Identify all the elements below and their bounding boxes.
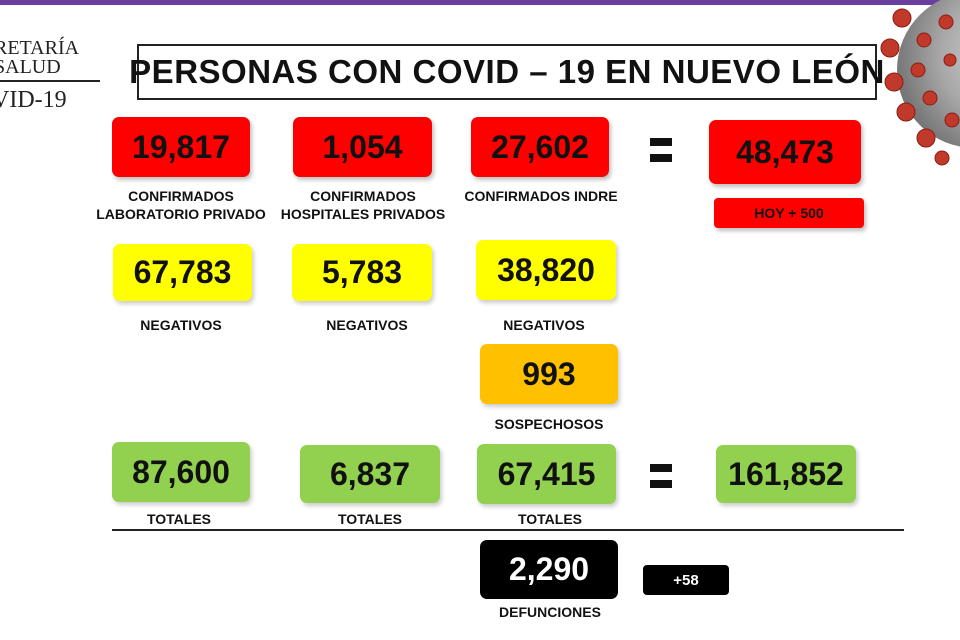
confirmed-hosp-privados-label: CONFIRMADOS HOSPITALES PRIVADOS [268, 187, 458, 223]
totals-col1-label: TOTALES [146, 511, 212, 527]
page-title: PERSONAS CON COVID – 19 EN NUEVO LEÓN [129, 53, 885, 90]
totals-grand-box: 161,852 [716, 445, 856, 503]
label-line: HOSPITALES PRIVADOS [280, 206, 446, 222]
deaths-label: DEFUNCIONES [499, 604, 601, 620]
negatives-col3-label: NEGATIVOS [503, 317, 585, 333]
logo-line-1: RETARÍA [0, 37, 80, 59]
negatives-col1-label: NEGATIVOS [140, 317, 222, 333]
page-title-box: PERSONAS CON COVID – 19 EN NUEVO LEÓN [129, 44, 884, 100]
label-line: CONFIRMADOS [128, 188, 234, 204]
equals-icon [650, 138, 672, 164]
confirmed-total-box: 48,473 [709, 120, 861, 184]
confirmed-lab-privado-label: CONFIRMADOS LABORATORIO PRIVADO [86, 187, 276, 223]
suspects-label: SOSPECHOSOS [494, 416, 604, 432]
deaths-box: 2,290 [480, 540, 618, 599]
top-accent-bar [0, 0, 960, 5]
label-line: CONFIRMADOS [310, 188, 416, 204]
totals-col3-label: TOTALES [517, 511, 583, 527]
totals-col2-box: 6,837 [300, 445, 440, 503]
suspects-box: 993 [480, 344, 618, 404]
totals-col2-label: TOTALES [337, 511, 403, 527]
totals-col1-box: 87,600 [112, 442, 250, 502]
confirmed-indre-label: CONFIRMADOS INDRE [464, 188, 618, 204]
confirmed-indre-box: 27,602 [471, 117, 609, 177]
virus-icon [880, 0, 960, 170]
logo-rule [0, 80, 100, 82]
confirmed-hosp-privados-box: 1,054 [293, 117, 432, 177]
negatives-col1-box: 67,783 [113, 244, 252, 301]
logo-line-2: SALUD [0, 56, 61, 78]
confirmed-lab-privado-box: 19,817 [112, 117, 250, 177]
negatives-col2-box: 5,783 [292, 244, 432, 301]
negatives-col2-label: NEGATIVOS [326, 317, 408, 333]
deaths-delta-badge: +58 [643, 565, 729, 595]
label-line: LABORATORIO PRIVADO [96, 206, 266, 222]
totals-col3-box: 67,415 [477, 444, 616, 504]
equals-icon [650, 464, 672, 490]
hoy-badge: HOY + 500 [714, 198, 864, 228]
negatives-col3-box: 38,820 [476, 240, 616, 300]
logo-line-3: VID-19 [0, 87, 67, 113]
divider-line [112, 529, 904, 531]
